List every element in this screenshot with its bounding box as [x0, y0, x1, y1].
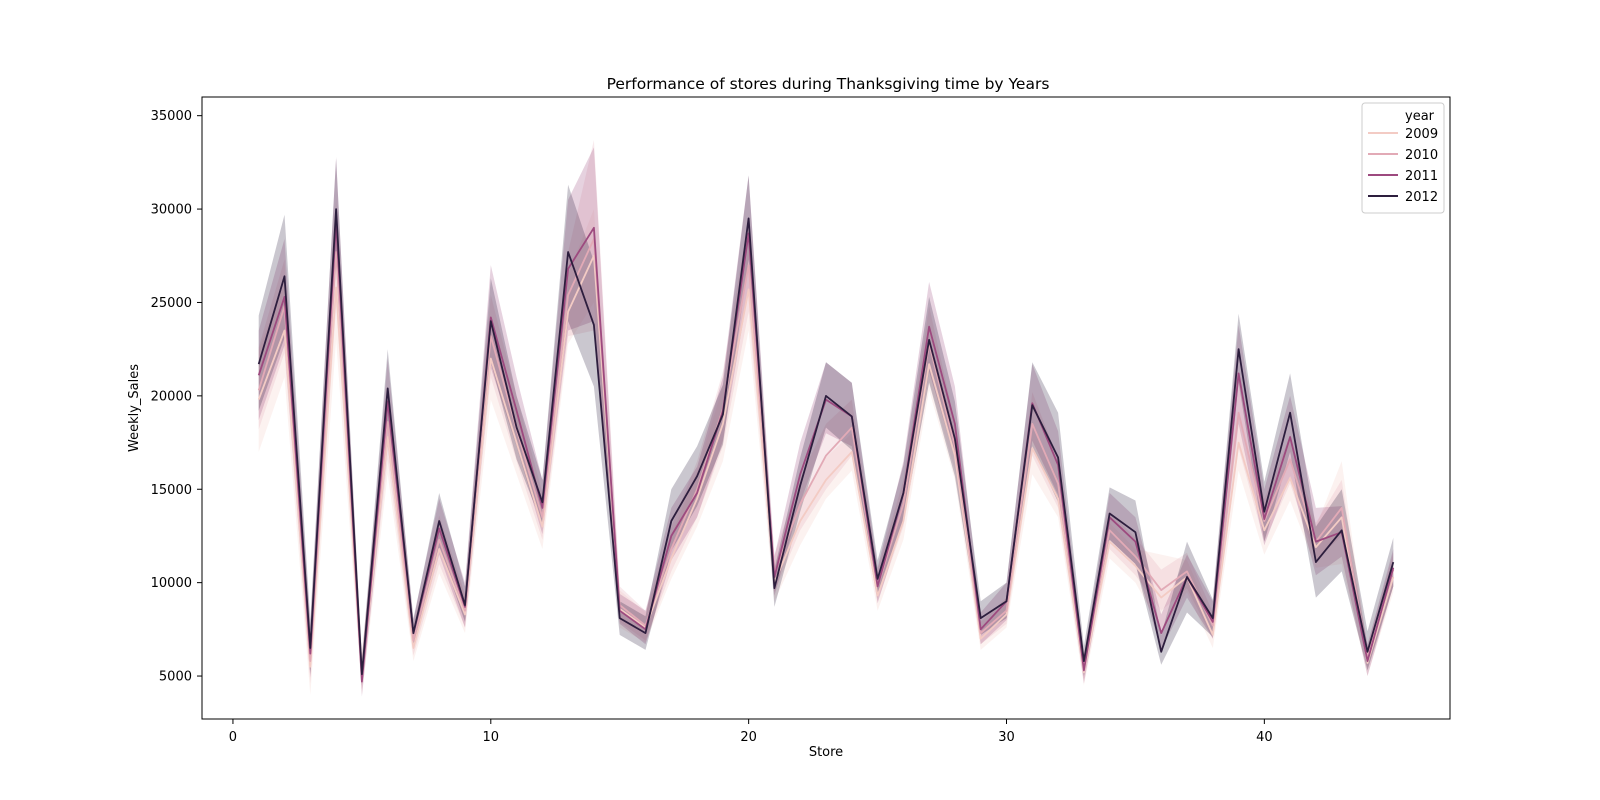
series-line-2011	[257, 221, 1395, 683]
legend-box	[1361, 102, 1445, 214]
band-2012	[258, 158, 1394, 686]
y-tick-label-30000: 30000	[151, 203, 192, 218]
y-tick-label-15000: 15000	[151, 483, 192, 498]
series-line-2012	[257, 208, 1395, 676]
series-line-2009	[257, 254, 1395, 677]
chart-title: Performance of stores during Thanksgivin…	[607, 75, 1050, 93]
legend-label-2011: 2011	[1405, 169, 1438, 184]
legend-label-2012: 2012	[1405, 190, 1438, 205]
plot-frame	[201, 96, 1451, 720]
y-tick-label-10000: 10000	[151, 576, 192, 591]
x-axis-label: Store	[809, 745, 843, 760]
legend-label-2009: 2009	[1405, 127, 1438, 142]
legend-title: year	[1405, 109, 1435, 124]
y-tick-label-20000: 20000	[151, 389, 192, 404]
x-axis: 0 10 20 30 40	[229, 719, 1273, 745]
band-2011	[258, 147, 1394, 697]
x-tick-label-40: 40	[1256, 730, 1273, 745]
y-axis: 5000 10000 15000 20000 25000 30000 35000	[151, 109, 202, 685]
series-lines	[257, 208, 1395, 683]
y-tick-label-5000: 5000	[159, 670, 192, 685]
y-tick-label-35000: 35000	[151, 109, 192, 124]
legend[interactable]: year 2009 2010 2011 2012	[1361, 102, 1445, 214]
legend-label-2010: 2010	[1405, 148, 1438, 163]
x-tick-label-30: 30	[998, 730, 1015, 745]
x-tick-label-20: 20	[740, 730, 757, 745]
x-tick-label-10: 10	[483, 730, 500, 745]
y-tick-label-25000: 25000	[151, 296, 192, 311]
y-axis-label: Weekly_Sales	[127, 364, 142, 452]
x-tick-label-0: 0	[229, 730, 237, 745]
